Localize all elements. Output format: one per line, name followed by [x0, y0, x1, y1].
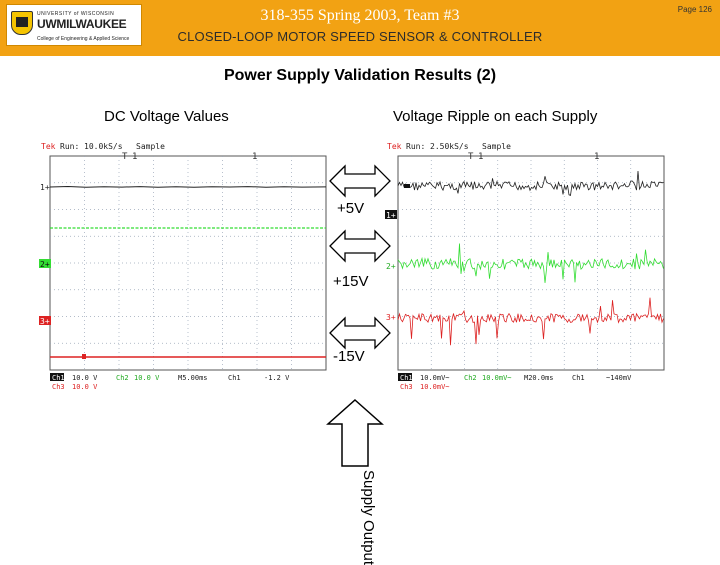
- left-ch1-trace: [49, 185, 327, 188]
- right-run-label: Run:: [406, 142, 425, 151]
- right-footer-ch1: Ch1: [400, 374, 413, 382]
- left-ch3-marker: 3+: [40, 317, 50, 326]
- right-footer-ch2: Ch2: [464, 374, 477, 382]
- up-arrow-icon: [326, 398, 384, 467]
- label-plus-15v: +15V: [333, 273, 369, 290]
- left-footer-ch2-scale: 10.0 V: [134, 374, 160, 382]
- svg-text:T: T: [468, 152, 474, 162]
- right-sample-label: Sample: [482, 142, 511, 151]
- svg-text:1: 1: [594, 152, 599, 162]
- label-minus-15v: -15V: [333, 348, 365, 365]
- left-rate-label: 10.0kS/s: [84, 142, 123, 151]
- left-footer-trig-ch: Ch1: [228, 374, 241, 382]
- left-sample-label: Sample: [136, 142, 165, 151]
- right-footer-ch2-scale: 10.0mV~: [482, 374, 512, 382]
- left-footer-ch2: Ch2: [116, 374, 129, 382]
- supply-output-label-box: Supply Output: [327, 470, 387, 565]
- right-footer-trig-ch: Ch1: [572, 374, 585, 382]
- double-arrow-icon-neg15v: [329, 316, 391, 350]
- svg-text:1: 1: [478, 152, 483, 162]
- left-footer-ch1-scale: 10.0 V: [72, 374, 98, 382]
- right-footer-ch3: Ch3: [400, 383, 413, 391]
- dc-voltage-label: DC Voltage Values: [104, 108, 229, 125]
- label-plus-5v: +5V: [337, 200, 365, 217]
- right-ch1-ripple-trace: [397, 170, 664, 196]
- page-number: Page 126: [677, 5, 712, 14]
- double-arrow-icon-5v: [329, 164, 391, 198]
- right-scope-screen: Tek Run: 2.50kS/s Sample T 1 1 1+ 2+ 3+: [384, 138, 666, 392]
- arrow-group: [329, 164, 391, 350]
- right-ch3-ripple-trace: [397, 297, 664, 346]
- svg-text:1: 1: [132, 152, 137, 162]
- left-ch2-marker: 2+: [40, 260, 50, 269]
- right-grid: [397, 155, 665, 371]
- left-scope-screen: Tek Run: 10.0kS/s Sample T 1 1 1+: [38, 138, 328, 392]
- header-subtitle: CLOSED-LOOP MOTOR SPEED SENSOR & CONTROL…: [177, 29, 543, 44]
- left-footer-ch1: Ch1: [52, 374, 65, 382]
- left-ch3-marker-bg: [39, 316, 51, 325]
- right-ch3-marker: 3+: [386, 313, 396, 322]
- right-ch1-marker: 1+: [386, 211, 396, 220]
- right-ch1-marker-bg: [385, 210, 397, 219]
- right-footer-trig-level: ~140mV: [606, 374, 632, 382]
- page-title: Power Supply Validation Results (2): [223, 67, 497, 84]
- left-grid: [49, 155, 327, 371]
- left-footer-ch3: Ch3: [52, 383, 65, 391]
- header-banner: UNIVERSITY of WISCONSIN UWMILWAUKEE Coll…: [0, 0, 720, 56]
- left-ch2-marker-bg: [39, 259, 51, 268]
- left-footer-trig-level: -1.2 V: [264, 374, 290, 382]
- right-rate-label: 2.50kS/s: [430, 142, 469, 151]
- left-ch1-marker: 1+: [40, 183, 50, 192]
- supply-output-label: Supply Output: [360, 470, 377, 565]
- uwm-logo: UNIVERSITY of WISCONSIN UWMILWAUKEE Coll…: [6, 4, 142, 46]
- left-run-label: Run:: [60, 142, 79, 151]
- logo-line-3: College of Engineering & Applied Science: [37, 36, 130, 42]
- left-footer-ch3-scale: 10.0 V: [72, 383, 98, 391]
- right-footer-timebase: M20.0ms: [524, 374, 554, 382]
- svg-text:T: T: [122, 152, 128, 162]
- left-tek-label: Tek: [41, 142, 56, 151]
- right-tek-label: Tek: [387, 142, 402, 151]
- left-footer-timebase: M5.00ms: [178, 374, 208, 382]
- right-footer-ch3-scale: 10.0mV~: [420, 383, 450, 391]
- svg-text:1: 1: [252, 152, 257, 162]
- header-title: 318-355 Spring 2003, Team #3: [260, 7, 460, 24]
- logo-line-2: UWMILWAUKEE: [37, 17, 127, 31]
- left-scope-svg: Tek Run: 10.0kS/s Sample T 1 1 1+: [39, 142, 327, 391]
- logo-line-1: UNIVERSITY of WISCONSIN: [37, 11, 115, 17]
- crest-icon: [11, 11, 33, 35]
- right-footer-ch1-scale: 10.0mV~: [420, 374, 450, 382]
- double-arrow-icon-15v: [329, 229, 391, 263]
- right-scope-svg: Tek Run: 2.50kS/s Sample T 1 1 1+ 2+ 3+: [385, 142, 665, 391]
- ripple-label: Voltage Ripple on each Supply: [393, 108, 598, 125]
- right-ch2-marker: 2+: [386, 262, 396, 271]
- right-ch2-ripple-trace: [397, 243, 664, 283]
